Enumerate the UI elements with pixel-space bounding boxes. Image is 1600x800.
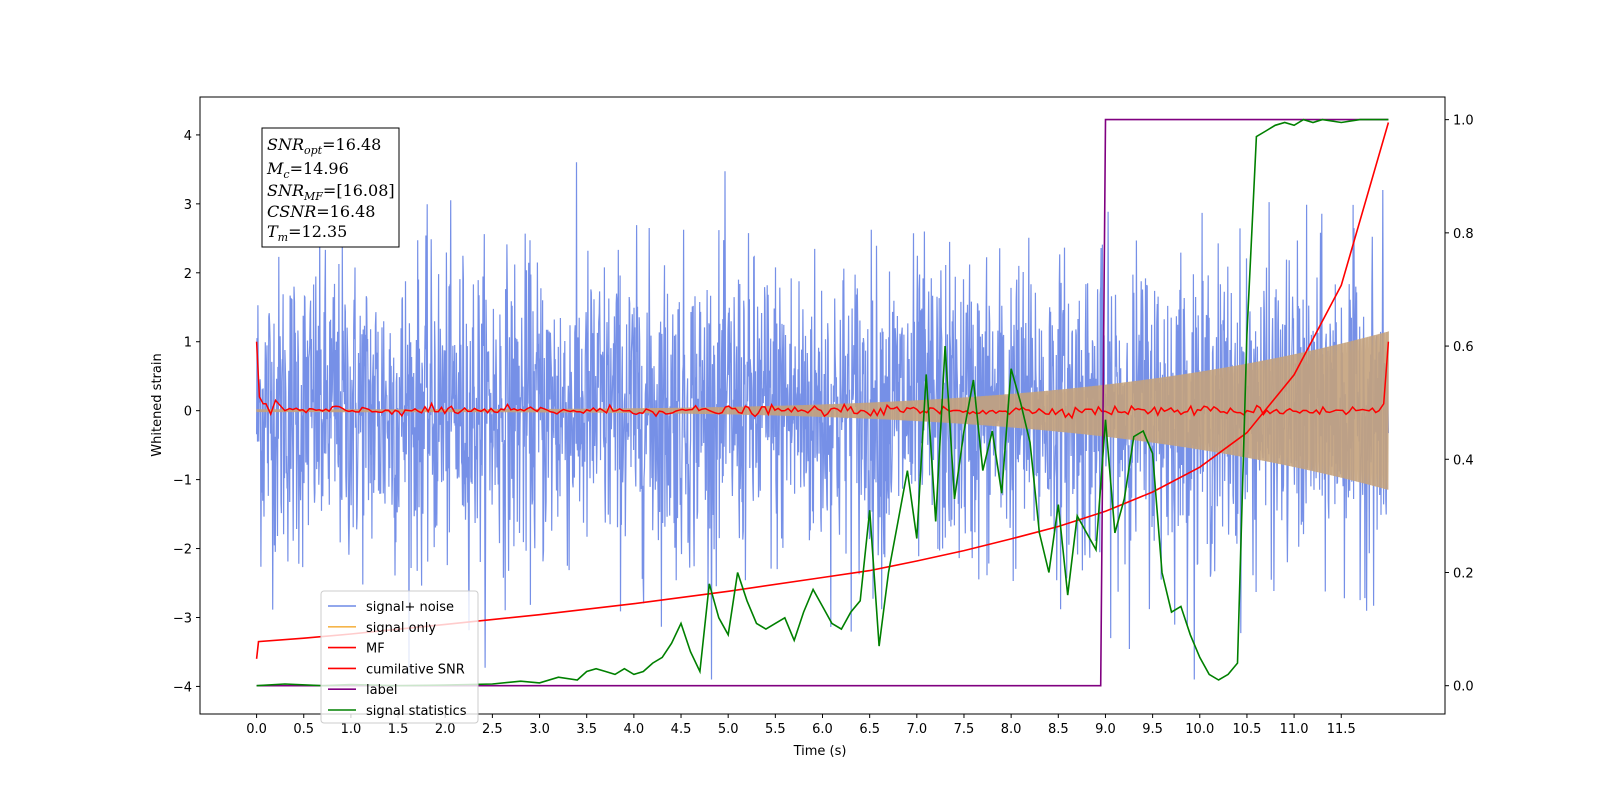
x-axis-ticks: 0.0 0.5 1.0 1.5 2.0 2.5 3.0 3.5 4.0 4.5 5.0 5.5 6.0 6…	[246, 714, 1356, 737]
x-tick-label: 10.5	[1232, 722, 1261, 737]
annotation-snr-mf-sub: MF	[303, 190, 323, 203]
y-right-tick-label: 0.0	[1453, 680, 1474, 695]
annotation-snr-mf-base: SNR	[267, 181, 304, 200]
x-tick-label: 0.0	[246, 722, 267, 737]
legend-label-signal-statistics: signal statistics	[366, 704, 467, 719]
legend-label-cumulative-snr: cumilative SNR	[366, 662, 465, 677]
annotation-tm-sub: m	[278, 231, 288, 244]
annotation-frame	[261, 127, 400, 248]
annotation-snr-opt-value: =16.48	[322, 135, 381, 154]
series-signal-statistics	[256, 118, 1389, 687]
legend-label-signal-noise: signal+ noise	[366, 600, 454, 615]
annotation-tm-base: T	[267, 222, 279, 241]
x-tick-label: 1.0	[341, 722, 362, 737]
series-mf	[255, 341, 1390, 420]
annotation-csnr-value: =16.48	[316, 202, 375, 221]
annotation-tm-value: =12.35	[288, 222, 347, 241]
y-left-tick-label: 2	[184, 267, 192, 282]
annotation-mc-base: M	[266, 159, 284, 178]
x-tick-label: 2.5	[482, 722, 503, 737]
annotation-mc-value: =14.96	[290, 159, 349, 178]
x-axis-label: Time (s)	[793, 744, 847, 759]
x-tick-label: 6.0	[812, 722, 833, 737]
legend-label-signal-only: signal only	[366, 621, 436, 636]
y-right-tick-label: 0.6	[1453, 340, 1474, 355]
annotation-snr-opt-base: SNR	[267, 135, 304, 154]
y-right-axis-ticks: 1.0 0.8 0.6 0.4 0.2 0.0	[1445, 114, 1474, 695]
x-tick-label: 11.5	[1327, 722, 1356, 737]
y-left-tick-label: 0	[184, 405, 192, 420]
y-left-axis-ticks: 4 3 2 1 0 −1 −2 −3 −4	[173, 129, 200, 695]
x-tick-label: 7.5	[954, 722, 975, 737]
x-tick-label: 8.5	[1048, 722, 1069, 737]
x-tick-label: 0.5	[293, 722, 314, 737]
y-left-tick-label: 4	[184, 129, 192, 144]
x-tick-label: 5.5	[765, 722, 786, 737]
x-tick-label: 9.0	[1095, 722, 1116, 737]
y-axis-label: Whitened strain	[150, 353, 165, 456]
x-tick-label: 6.5	[859, 722, 880, 737]
annotation-mc-sub: c	[283, 168, 289, 181]
y-left-tick-label: −2	[173, 543, 192, 558]
series-label	[256, 118, 1389, 687]
annotation-csnr-base: CSNR	[267, 202, 316, 221]
x-tick-label: 10.0	[1185, 722, 1214, 737]
x-tick-label: 3.5	[576, 722, 597, 737]
annotation-tm: Tm=12.35	[267, 222, 347, 244]
x-tick-label: 11.0	[1280, 722, 1309, 737]
x-tick-label: 5.0	[718, 722, 739, 737]
y-left-tick-label: 1	[184, 336, 192, 351]
annotation-snr-opt: SNRopt=16.48	[267, 135, 381, 157]
y-right-tick-label: 0.8	[1453, 227, 1474, 242]
y-right-tick-label: 1.0	[1453, 114, 1474, 129]
y-left-tick-label: −3	[173, 611, 192, 626]
x-tick-label: 1.5	[388, 722, 409, 737]
annotation-box: SNRopt=16.48 Mc=14.96 SNRMF=[16.08] CSNR…	[261, 127, 400, 248]
x-tick-label: 7.0	[906, 722, 927, 737]
y-left-tick-label: −4	[173, 680, 192, 695]
legend-label-mf: MF	[366, 642, 385, 657]
annotation-snr-opt-sub: opt	[304, 144, 323, 157]
y-left-tick-label: 3	[184, 198, 192, 213]
series-layer	[255, 118, 1390, 687]
legend: signal+ noise signal only MF cumilative SNR…	[320, 590, 479, 724]
legend-frame	[320, 590, 479, 724]
series-signal-only	[256, 331, 1389, 490]
x-tick-label: 8.0	[1001, 722, 1022, 737]
x-tick-label: 4.0	[624, 722, 645, 737]
y-right-tick-label: 0.2	[1453, 566, 1474, 581]
x-tick-label: 2.0	[435, 722, 456, 737]
x-tick-label: 9.5	[1142, 722, 1163, 737]
x-tick-label: 3.0	[529, 722, 550, 737]
annotation-mc: Mc=14.96	[266, 159, 349, 181]
annotation-csnr: CSNR=16.48	[267, 202, 375, 221]
legend-label-label: label	[366, 683, 397, 698]
annotation-snr-mf-value: =[16.08]	[323, 181, 395, 200]
y-right-tick-label: 0.4	[1453, 453, 1474, 468]
x-tick-label: 4.5	[671, 722, 692, 737]
annotation-snr-mf: SNRMF=[16.08]	[267, 181, 395, 203]
y-left-tick-label: −1	[173, 474, 192, 489]
legend-entries: signal+ noise signal only MF cumilative SNR…	[328, 600, 467, 719]
